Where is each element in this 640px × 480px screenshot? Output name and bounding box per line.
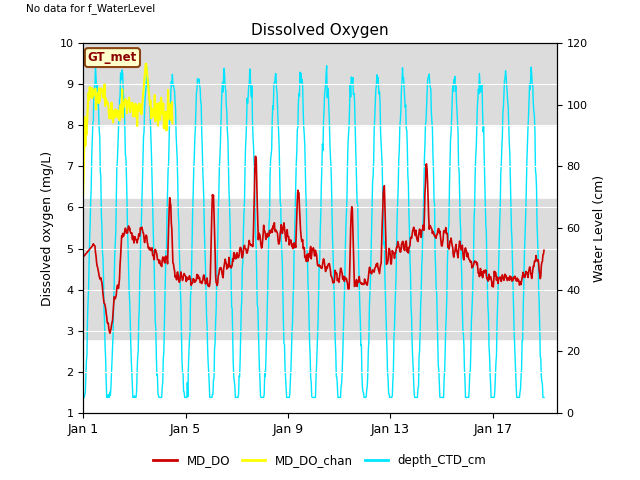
Title: Dissolved Oxygen: Dissolved Oxygen bbox=[251, 23, 389, 38]
Bar bbox=[83, 43, 557, 125]
Y-axis label: Water Level (cm): Water Level (cm) bbox=[593, 174, 606, 282]
Legend: MD_DO, MD_DO_chan, depth_CTD_cm: MD_DO, MD_DO_chan, depth_CTD_cm bbox=[148, 449, 492, 472]
Bar bbox=[83, 199, 557, 339]
Text: GT_met: GT_met bbox=[88, 51, 137, 64]
Y-axis label: Dissolved oxygen (mg/L): Dissolved oxygen (mg/L) bbox=[41, 150, 54, 306]
Text: No data for f_WaterLevel: No data for f_WaterLevel bbox=[26, 3, 156, 13]
